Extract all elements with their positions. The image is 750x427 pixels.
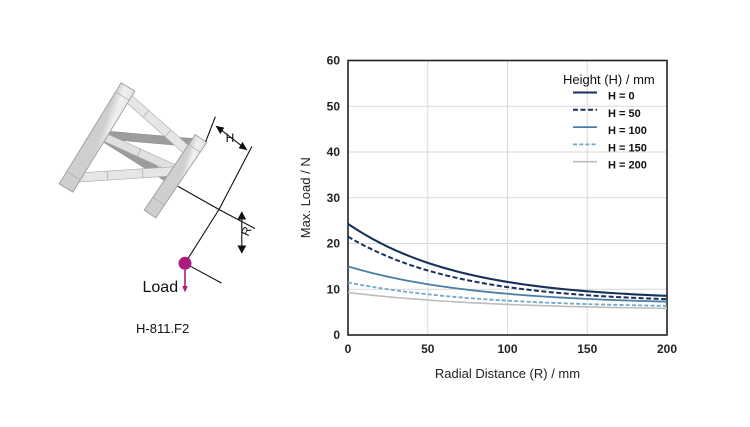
svg-text:Height (H) / mm: Height (H) / mm (563, 72, 655, 87)
svg-text:H = 150: H = 150 (608, 142, 647, 154)
svg-text:200: 200 (657, 342, 677, 356)
svg-text:H = 200: H = 200 (608, 160, 647, 172)
svg-text:20: 20 (327, 237, 341, 251)
svg-text:0: 0 (333, 328, 340, 342)
svg-text:40: 40 (327, 145, 341, 159)
svg-text:Max. Load / N: Max. Load / N (298, 157, 313, 238)
svg-text:Radial Distance (R) / mm: Radial Distance (R) / mm (435, 366, 580, 381)
svg-text:H-811.F2: H-811.F2 (136, 321, 189, 336)
svg-text:R: R (238, 224, 254, 238)
svg-text:30: 30 (327, 191, 341, 205)
svg-text:0: 0 (345, 342, 352, 356)
svg-text:150: 150 (577, 342, 597, 356)
svg-text:H: H (226, 131, 235, 145)
svg-text:60: 60 (327, 54, 341, 68)
svg-text:50: 50 (421, 342, 435, 356)
svg-text:H = 0: H = 0 (608, 91, 635, 103)
svg-text:10: 10 (327, 282, 341, 296)
svg-text:100: 100 (497, 342, 517, 356)
svg-text:H = 50: H = 50 (608, 108, 641, 120)
svg-text:Load: Load (143, 279, 179, 296)
svg-text:H = 100: H = 100 (608, 125, 647, 137)
svg-text:50: 50 (327, 99, 341, 113)
